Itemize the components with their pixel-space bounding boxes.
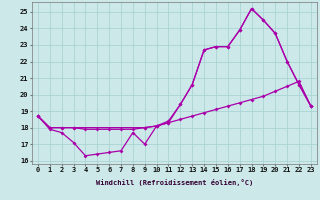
X-axis label: Windchill (Refroidissement éolien,°C): Windchill (Refroidissement éolien,°C): [96, 179, 253, 186]
